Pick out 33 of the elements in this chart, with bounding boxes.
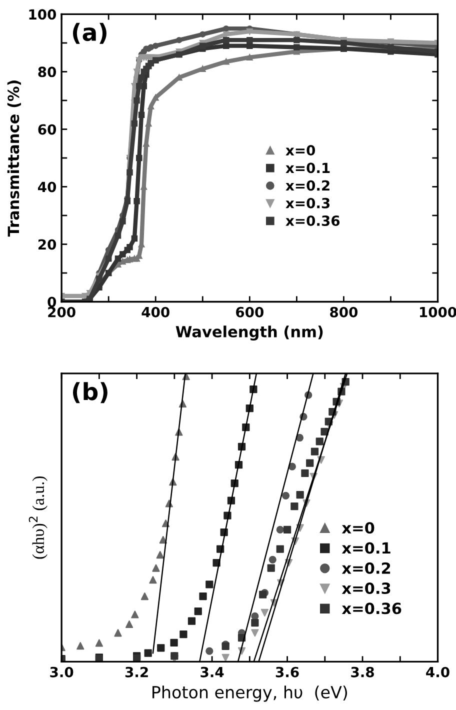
x-tick-label: 400 — [142, 306, 170, 318]
annotation: (b) — [72, 382, 108, 404]
legend-label: x=0.1 — [286, 162, 330, 174]
y-tick-label: 40 — [38, 182, 56, 192]
x-tick-label: 4.0 — [426, 666, 450, 678]
x-tick-label: 3.2 — [125, 666, 148, 678]
legend-label: x=0.3 — [342, 582, 390, 594]
annotation: (a) — [72, 22, 106, 44]
x-tick-label: 600 — [236, 306, 264, 318]
legend-label: x=0.36 — [286, 215, 340, 226]
y-tick-label: 100 — [29, 9, 56, 20]
y-tick-label: 60 — [38, 124, 56, 135]
x-axis-title: Photon energy, hυ (eV) — [152, 686, 347, 702]
y-tick-label: 80 — [38, 66, 56, 78]
legend-label: x=0.2 — [342, 562, 390, 574]
x-tick-label: 800 — [330, 306, 358, 318]
legend-label: x=0.2 — [286, 180, 330, 191]
x-tick-label: 200 — [48, 306, 76, 318]
legend-label: x=0.3 — [286, 198, 330, 208]
x-tick-label: 1000 — [420, 306, 456, 318]
x-tick-label: 3.8 — [351, 666, 374, 678]
legend-label: x=0 — [286, 145, 316, 156]
y-tick-label: 20 — [38, 239, 56, 250]
y-tick-label: 0 — [48, 296, 56, 308]
x-tick-label: 3.4 — [200, 666, 224, 678]
legend-label: x=0.36 — [342, 602, 402, 614]
legend-label: x=0 — [342, 522, 374, 534]
y-axis-title: (αhυ)$^{2}$ (a.u.) — [28, 476, 48, 559]
legend-label: x=0.1 — [342, 542, 390, 554]
y-axis-title: Transmittance (%) — [7, 80, 21, 237]
x-axis-title: Wavelength (nm) — [176, 326, 323, 341]
x-tick-label: 3.0 — [50, 666, 74, 678]
x-tick-label: 3.6 — [276, 666, 299, 678]
